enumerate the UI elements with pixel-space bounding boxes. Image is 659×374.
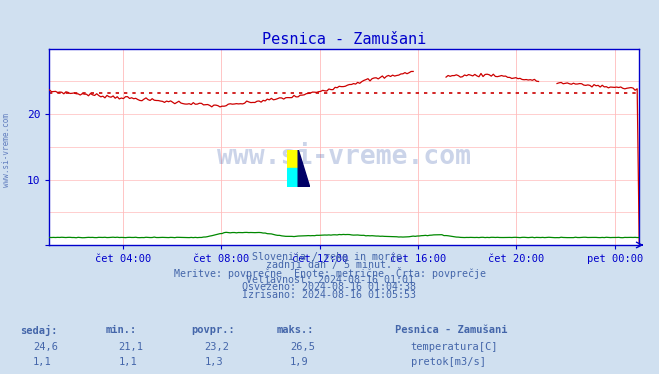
Title: Pesnica - Zamušani: Pesnica - Zamušani xyxy=(262,33,426,47)
Text: Osveženo: 2024-08-16 01:04:38: Osveženo: 2024-08-16 01:04:38 xyxy=(243,282,416,292)
Text: 1,9: 1,9 xyxy=(290,357,308,367)
Text: Veljavnost: 2024-08-16 01:01: Veljavnost: 2024-08-16 01:01 xyxy=(246,275,413,285)
Text: 1,1: 1,1 xyxy=(33,357,51,367)
Text: temperatura[C]: temperatura[C] xyxy=(411,342,498,352)
Text: 1,3: 1,3 xyxy=(204,357,223,367)
Text: Slovenija / reke in morje.: Slovenija / reke in morje. xyxy=(252,252,407,263)
Text: www.si-vreme.com: www.si-vreme.com xyxy=(217,144,471,170)
Text: 24,6: 24,6 xyxy=(33,342,58,352)
Text: Izrisano: 2024-08-16 01:05:53: Izrisano: 2024-08-16 01:05:53 xyxy=(243,290,416,300)
Polygon shape xyxy=(287,168,298,187)
Text: 23,2: 23,2 xyxy=(204,342,229,352)
Polygon shape xyxy=(287,150,298,168)
Text: maks.:: maks.: xyxy=(277,325,314,335)
Polygon shape xyxy=(298,150,310,187)
Text: 26,5: 26,5 xyxy=(290,342,315,352)
Text: 21,1: 21,1 xyxy=(119,342,144,352)
Text: 1,1: 1,1 xyxy=(119,357,137,367)
Text: www.si-vreme.com: www.si-vreme.com xyxy=(2,113,11,187)
Text: Meritve: povprečne  Enote: metrične  Črta: povprečje: Meritve: povprečne Enote: metrične Črta:… xyxy=(173,267,486,279)
Text: pretok[m3/s]: pretok[m3/s] xyxy=(411,357,486,367)
Text: zadnji dan / 5 minut.: zadnji dan / 5 minut. xyxy=(266,260,393,270)
Text: min.:: min.: xyxy=(105,325,136,335)
Text: Pesnica - Zamušani: Pesnica - Zamušani xyxy=(395,325,508,335)
Text: povpr.:: povpr.: xyxy=(191,325,235,335)
Text: sedaj:: sedaj: xyxy=(20,325,57,336)
